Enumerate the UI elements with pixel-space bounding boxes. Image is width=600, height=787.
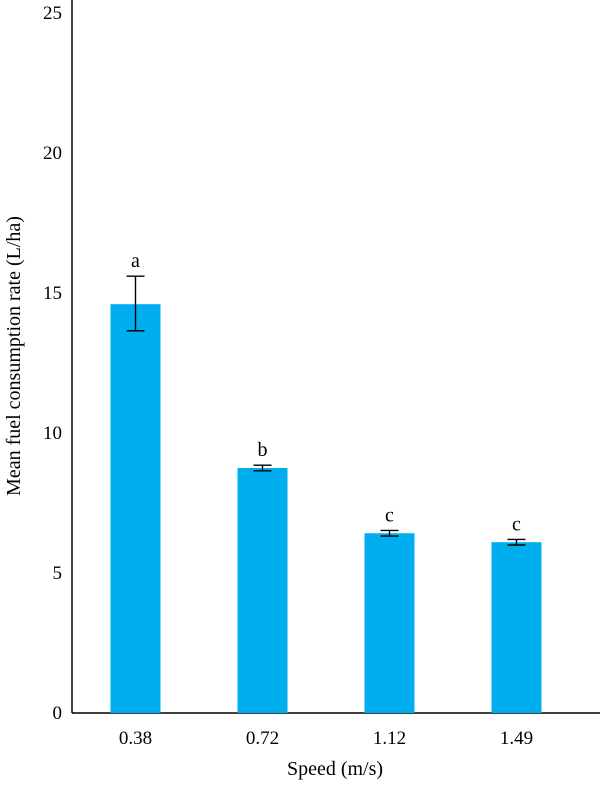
bar (110, 304, 161, 713)
y-tick-label: 5 (53, 563, 63, 584)
group-letters: a b c c (131, 250, 521, 535)
bar (237, 468, 288, 713)
bar (364, 533, 415, 713)
error-bars (126, 275, 526, 546)
y-tick-label: 0 (53, 703, 63, 724)
x-tick-label: 1.49 (500, 728, 533, 749)
x-axis-title: Speed (m/s) (287, 758, 383, 780)
bars (110, 304, 542, 713)
group-letter: c (512, 513, 521, 535)
x-tick-label: 0.72 (246, 728, 279, 749)
x-tick-label: 0.38 (119, 728, 152, 749)
group-letter: c (385, 504, 394, 526)
y-tick-label: 25 (43, 3, 62, 24)
x-tick-label: 1.12 (373, 728, 406, 749)
y-tick-labels: 0 5 10 15 20 25 (43, 3, 62, 724)
group-letter: b (258, 439, 268, 461)
y-axis-title: Mean fuel consumption rate (L/ha) (3, 216, 25, 496)
y-tick-label: 20 (43, 143, 62, 164)
y-tick-label: 10 (43, 423, 62, 444)
y-tick-label: 15 (43, 283, 62, 304)
x-tick-labels: 0.38 0.72 1.12 1.49 (119, 728, 533, 749)
group-letter: a (131, 250, 140, 272)
bar (491, 542, 542, 713)
